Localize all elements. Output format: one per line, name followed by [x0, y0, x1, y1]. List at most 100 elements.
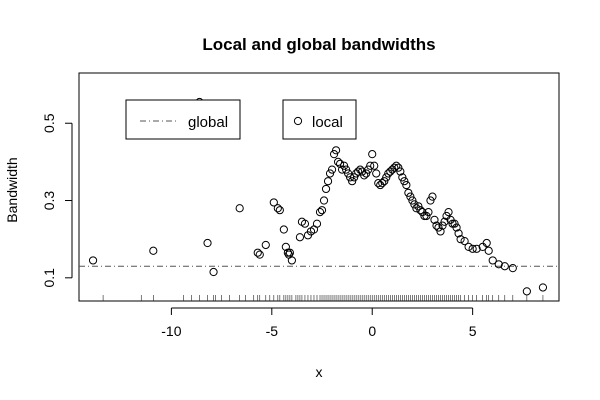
y-tick-label: 0.5	[41, 113, 57, 133]
data-point	[452, 223, 461, 232]
x-tick-label: -5	[266, 323, 279, 339]
data-point	[394, 163, 403, 172]
data-point	[358, 167, 367, 176]
rug-marks	[102, 295, 544, 301]
data-point	[408, 196, 417, 205]
data-point	[380, 177, 389, 186]
legend-local-swatch	[293, 116, 303, 126]
y-tick-label: 0.1	[41, 268, 57, 288]
data-point	[283, 248, 292, 257]
legend-local: local	[282, 99, 357, 140]
data-point	[434, 223, 443, 232]
data-point	[484, 246, 493, 255]
data-point	[422, 211, 431, 221]
data-point	[348, 177, 357, 186]
data-point	[285, 248, 294, 257]
data-point	[331, 146, 341, 155]
data-point	[327, 165, 337, 174]
data-point	[392, 161, 401, 170]
data-point	[376, 180, 385, 190]
data-point	[382, 173, 391, 182]
y-axis-label: Bandwidth	[4, 157, 20, 222]
data-point	[368, 150, 377, 159]
data-point	[273, 204, 282, 213]
chart-title: Local and global bandwidths	[202, 35, 435, 54]
data-point	[538, 283, 548, 292]
data-point	[340, 161, 349, 170]
data-point	[424, 208, 433, 217]
data-point	[404, 188, 413, 197]
data-point	[436, 227, 445, 236]
data-point	[402, 180, 411, 190]
data-point	[472, 244, 481, 253]
data-point	[378, 179, 387, 188]
data-point	[261, 240, 270, 250]
x-tick-label: 5	[469, 323, 477, 339]
data-point	[406, 192, 415, 201]
data-point	[410, 200, 419, 209]
legend-local-box	[282, 99, 357, 140]
data-point	[312, 219, 322, 228]
data-point	[428, 192, 437, 201]
x-axis: -10 -5 0 5	[161, 307, 477, 339]
data-point	[386, 167, 395, 176]
legend-global: global	[125, 99, 241, 140]
data-point	[149, 246, 158, 255]
data-point	[464, 242, 473, 251]
x-tick-label: 0	[368, 323, 376, 339]
data-point	[275, 206, 284, 215]
data-point	[362, 169, 371, 178]
data-point	[396, 167, 405, 176]
data-point	[398, 173, 407, 182]
data-point	[295, 233, 305, 242]
data-point	[450, 219, 459, 228]
data-point	[346, 173, 355, 182]
data-point	[438, 221, 447, 230]
data-point	[354, 167, 363, 176]
data-point	[333, 157, 343, 166]
data-point	[356, 165, 365, 174]
legend-global-label: global	[188, 114, 228, 131]
data-point	[325, 169, 335, 178]
data-point	[279, 225, 288, 234]
data-point	[390, 163, 399, 172]
data-point	[344, 169, 353, 178]
data-point	[444, 208, 453, 217]
data-point	[456, 235, 465, 244]
data-point	[360, 171, 369, 180]
data-point	[374, 179, 383, 188]
data-point	[319, 196, 329, 205]
data-point	[400, 177, 409, 186]
data-point	[494, 260, 503, 269]
data-point	[287, 256, 296, 265]
data-point	[430, 215, 439, 224]
x-axis-label: x	[316, 364, 323, 380]
data-point	[426, 196, 435, 205]
data-point	[255, 250, 264, 259]
y-axis: 0.1 0.3 0.5	[41, 113, 73, 288]
data-point	[337, 165, 347, 174]
data-point	[412, 204, 421, 213]
data-point	[315, 208, 325, 217]
legend-local-label: local	[312, 114, 343, 131]
data-point	[460, 237, 469, 246]
data-point	[366, 161, 375, 170]
plot-frame	[78, 72, 560, 302]
data-point	[321, 184, 331, 194]
data-point	[235, 204, 244, 213]
data-point	[329, 150, 339, 159]
data-point	[370, 161, 379, 170]
data-point	[342, 165, 351, 174]
data-point	[522, 287, 531, 296]
data-point	[454, 229, 463, 238]
data-point	[323, 177, 333, 186]
data-point	[350, 173, 359, 182]
data-point	[482, 238, 491, 248]
data-point	[269, 198, 278, 207]
data-point	[440, 217, 449, 226]
data-point	[209, 267, 218, 277]
data-point	[508, 264, 517, 273]
data-point	[500, 262, 509, 271]
data-point	[300, 219, 310, 228]
